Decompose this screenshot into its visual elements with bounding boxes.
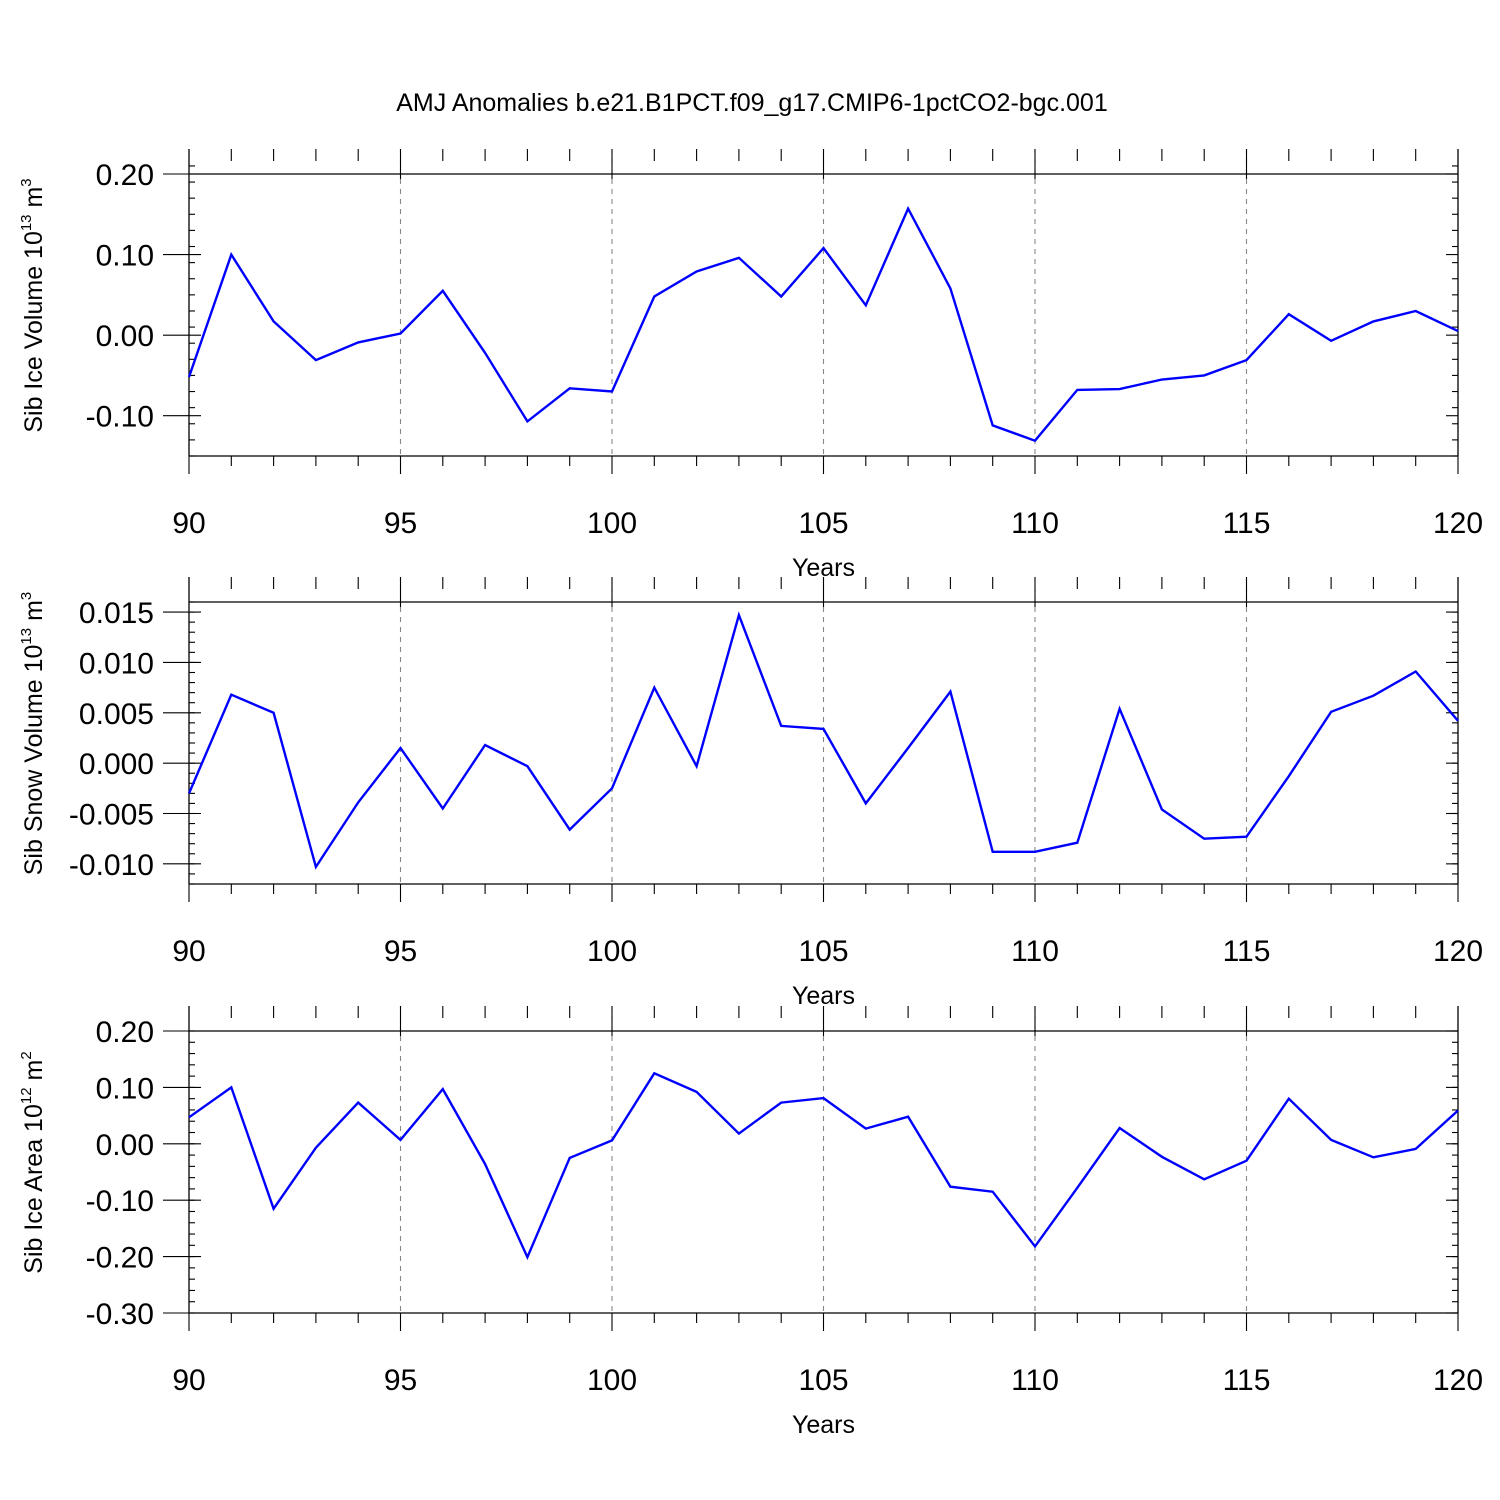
y-axis-label: Sib Ice Volume 1013 m3 bbox=[18, 178, 48, 432]
x-tick-label-115: 115 bbox=[1223, 1364, 1271, 1397]
x-tick-label-105: 105 bbox=[798, 1364, 848, 1397]
x-tick-label-110: 110 bbox=[1011, 935, 1059, 968]
x-tick-label-110: 110 bbox=[1011, 507, 1059, 540]
x-tick-label-110: 110 bbox=[1011, 1364, 1059, 1397]
series-line-1 bbox=[188, 1071, 1459, 1261]
x-tick-label-90: 90 bbox=[172, 1364, 205, 1397]
x-tick-label-100: 100 bbox=[587, 507, 637, 540]
x-tick-label-115: 115 bbox=[1223, 507, 1271, 540]
y-tick-label: 0.015 bbox=[79, 597, 154, 630]
x-tick-label-90: 90 bbox=[172, 935, 205, 968]
y-tick-label: -0.10 bbox=[86, 401, 154, 434]
y-axis-label-unit: m bbox=[20, 1060, 48, 1088]
x-tick-label-95: 95 bbox=[384, 507, 417, 540]
y-axis-label-unit-exponent: 2 bbox=[18, 1051, 35, 1059]
chart-panel-1: 90 95 100 105 110 115 120-0.100.000.100.20Year… bbox=[18, 149, 1483, 582]
y-axis-label-exponent: 13 bbox=[18, 214, 35, 231]
y-tick-label: -0.005 bbox=[69, 799, 154, 832]
y-tick-label: 0.010 bbox=[79, 647, 154, 680]
y-tick-label: 0.00 bbox=[96, 320, 154, 353]
y-tick-label: 0.10 bbox=[96, 240, 154, 273]
y-tick-label: 0.000 bbox=[79, 748, 154, 781]
y-tick-label: 0.005 bbox=[79, 698, 154, 731]
y-tick-label: 0.20 bbox=[96, 1016, 154, 1049]
x-tick-label-100: 100 bbox=[587, 1364, 637, 1397]
x-tick-label-95: 95 bbox=[384, 1364, 417, 1397]
y-axis-label-unit: m bbox=[20, 600, 48, 628]
y-tick-label: -0.010 bbox=[69, 849, 154, 882]
y-axis-label-exponent: 13 bbox=[18, 628, 35, 645]
x-tick-label-115: 115 bbox=[1223, 935, 1271, 968]
y-axis-label-text: Sib Ice Area 10 bbox=[20, 1104, 48, 1274]
chart-title: AMJ Anomalies b.e21.B1PCT.f09_g17.CMIP6-… bbox=[396, 89, 1108, 117]
chart-panel-2: 90 95 100 105 110 115 120 -0.010 -0.005 0.000 0.00… bbox=[18, 577, 1483, 1010]
chart-panels: 90 95 100 105 110 115 120 -0.10 0.00 0.10 0.20 Year… bbox=[18, 149, 1483, 1439]
y-axis-label-exponent: 12 bbox=[18, 1087, 35, 1104]
y-tick-label: 0.20 bbox=[96, 159, 154, 192]
y-tick-label: -0.10 bbox=[86, 1185, 154, 1218]
x-tick-label-90: 90 bbox=[172, 507, 205, 540]
series-line-1 bbox=[187, 205, 1459, 443]
x-tick-label-120: 120 bbox=[1433, 507, 1483, 540]
x-tick-label-105: 105 bbox=[798, 507, 848, 540]
y-tick-label: -0.30 bbox=[86, 1298, 154, 1331]
x-axis-label: Years bbox=[792, 1411, 855, 1439]
x-axis-label: Years bbox=[792, 982, 855, 1010]
x-tick-label-120: 120 bbox=[1433, 935, 1483, 968]
y-axis-label: Sib Snow Volume 1013 m3 bbox=[18, 592, 48, 876]
y-axis-label-text: Sib Ice Volume 10 bbox=[20, 231, 48, 433]
x-tick-label-95: 95 bbox=[384, 935, 417, 968]
x-tick-label-100: 100 bbox=[587, 935, 637, 968]
chart-panel-3: 90 95 100 105 110 115 120 -0.30 -0.20 -0.10 0.00 0.… bbox=[18, 1006, 1483, 1439]
y-tick-label: 0.10 bbox=[96, 1072, 154, 1105]
y-axis-label: Sib Ice Area 1012 m2 bbox=[18, 1051, 48, 1273]
y-axis-label-unit-exponent: 3 bbox=[18, 178, 35, 186]
y-axis-label-unit-exponent: 3 bbox=[18, 592, 35, 600]
y-axis-label-unit: m bbox=[20, 187, 48, 215]
series-line-1 bbox=[187, 611, 1459, 870]
x-tick-label-120: 120 bbox=[1433, 1364, 1483, 1397]
y-tick-label: 0.00 bbox=[96, 1129, 154, 1162]
x-tick-label-105: 105 bbox=[798, 935, 848, 968]
y-axis-label-text: Sib Snow Volume 10 bbox=[20, 645, 48, 876]
y-tick-label: -0.20 bbox=[86, 1242, 154, 1275]
